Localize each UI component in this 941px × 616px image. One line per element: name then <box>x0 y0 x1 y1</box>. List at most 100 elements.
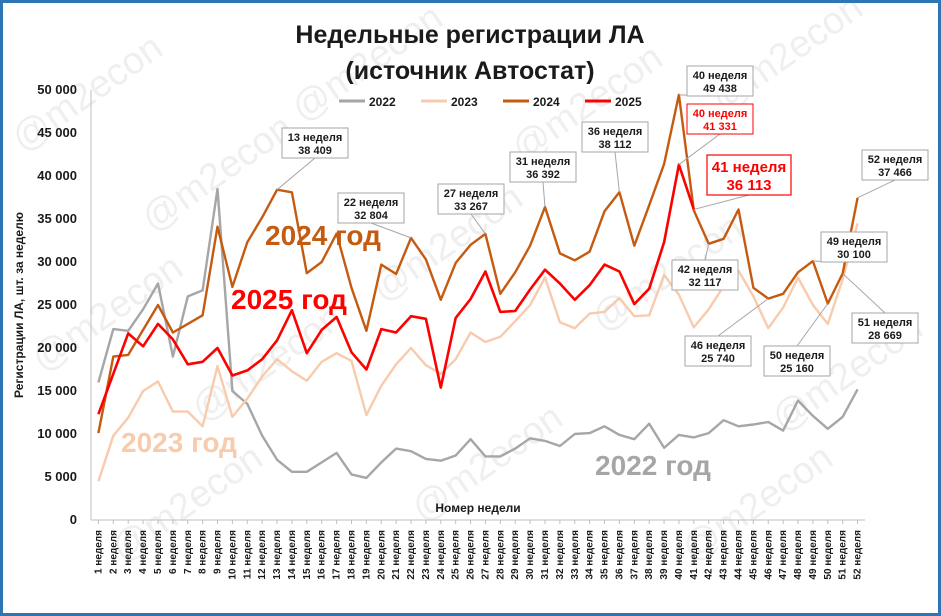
y-tick-label: 0 <box>70 512 77 527</box>
callout-week: 22 неделя <box>344 197 399 209</box>
callout-week: 52 неделя <box>868 154 923 166</box>
x-tick-label: 41 неделя <box>689 530 700 580</box>
y-tick-label: 45 000 <box>37 125 77 140</box>
legend-item-2022: 2022 <box>339 95 396 109</box>
x-tick-label: 16 неделя <box>317 530 328 580</box>
x-tick-label: 44 неделя <box>733 530 744 580</box>
callout-box <box>671 259 739 291</box>
legend-label: 2025 <box>615 95 642 109</box>
callout-week: 40 неделя <box>693 70 748 82</box>
x-tick-label: 3 неделя <box>123 530 134 574</box>
callout-leader <box>796 303 829 347</box>
x-tick-label: 14 неделя <box>287 530 298 580</box>
x-tick-label: 31 неделя <box>540 530 551 580</box>
callout-value: 41 331 <box>703 121 737 133</box>
chart-title-line-1: Недельные регистрации ЛА <box>295 21 644 49</box>
callout-box <box>686 103 754 135</box>
x-tick-label: 1 неделя <box>93 530 104 574</box>
x-tick-label: 49 неделя <box>808 530 819 580</box>
y-tick-label: 50 000 <box>37 82 77 97</box>
callout-week: 41 неделя <box>712 159 786 176</box>
legend-item-2025: 2025 <box>585 95 642 109</box>
callout-box <box>684 335 752 367</box>
callout-leader <box>470 213 486 235</box>
callout-week: 42 неделя <box>678 264 733 276</box>
callout-box <box>581 121 649 153</box>
watermark-text: @m2econ <box>704 3 870 120</box>
callout-leader <box>842 273 886 314</box>
callout-leader <box>614 151 620 193</box>
callout-value: 38 409 <box>298 145 332 157</box>
callout-leader <box>717 298 769 337</box>
legend-label: 2022 <box>369 95 396 109</box>
x-tick-label: 8 неделя <box>198 530 209 574</box>
x-tick-label: 46 неделя <box>763 530 774 580</box>
callout-value: 36 113 <box>726 177 771 194</box>
x-tick-label: 2 неделя <box>108 530 119 574</box>
callout-week: 50 неделя <box>770 350 825 362</box>
x-tick-label: 19 неделя <box>361 530 372 580</box>
x-tick-label: 5 неделя <box>153 530 164 574</box>
callout-week: 31 неделя <box>516 156 571 168</box>
y-tick-label: 25 000 <box>37 297 77 312</box>
x-tick-label: 13 неделя <box>272 530 283 580</box>
callout-leader <box>704 243 710 261</box>
callout-box <box>763 345 831 377</box>
x-tick-label: 24 неделя <box>436 530 447 580</box>
callout-value: 32 117 <box>688 277 721 289</box>
x-tick-label: 17 неделя <box>332 530 343 580</box>
watermark-text: @m2econ <box>4 26 170 160</box>
callout-box <box>337 192 405 224</box>
x-tick-label: 10 неделя <box>227 530 238 580</box>
callout-week: 40 неделя <box>693 108 748 120</box>
x-tick-label: 15 неделя <box>302 530 313 580</box>
callout-week: 49 неделя <box>827 236 882 248</box>
y-tick-label: 40 000 <box>37 168 77 183</box>
x-tick-label: 9 неделя <box>213 530 224 574</box>
callout-value: 25 160 <box>780 363 814 375</box>
x-tick-label: 45 неделя <box>748 530 759 580</box>
year-labels: 2024 год 2025 год 2023 год 2022 год <box>121 220 711 481</box>
x-tick-label: 37 неделя <box>629 530 640 580</box>
x-tick-label: 23 неделя <box>421 530 432 580</box>
callout-box <box>861 149 929 181</box>
x-tick-label: 51 неделя <box>838 530 849 580</box>
y-tick-label: 20 000 <box>37 340 77 355</box>
callout-value: 36 392 <box>526 169 560 181</box>
chart-title-line-2: (источник Автостат) <box>345 57 594 85</box>
y-tick-label: 30 000 <box>37 254 77 269</box>
series-line-2025 <box>97 163 696 415</box>
callout-box <box>437 183 505 215</box>
callout-box <box>851 312 919 344</box>
callout-value: 32 804 <box>354 210 389 222</box>
y-tick-label: 35 000 <box>37 211 77 226</box>
x-tick-label: 4 неделя <box>138 530 149 574</box>
y-tick-label: 15 000 <box>37 383 77 398</box>
x-tick-label: 29 неделя <box>510 530 521 580</box>
x-tick-label: 32 неделя <box>555 530 566 580</box>
x-axis-label: Номер недели <box>435 501 520 515</box>
y-tick-label: 5 000 <box>44 469 77 484</box>
callout-value: 25 740 <box>701 353 735 365</box>
callout-value: 49 438 <box>703 83 737 95</box>
series-year-label-2024: 2024 год <box>265 220 381 251</box>
x-tick-label: 28 неделя <box>495 530 506 580</box>
series-year-label-2023: 2023 год <box>121 427 237 458</box>
x-tick-label: 40 неделя <box>674 530 685 580</box>
x-tick-label: 26 неделя <box>466 530 477 580</box>
series-year-label-2025: 2025 год <box>231 284 347 315</box>
callout-value: 38 112 <box>598 139 631 151</box>
callout-value: 28 669 <box>868 330 902 342</box>
callout-week: 51 неделя <box>858 317 913 329</box>
x-axis: 1 неделя 2 неделя 3 неделя 4 неделя 5 неделя… <box>91 519 865 580</box>
callout-box <box>509 151 577 183</box>
